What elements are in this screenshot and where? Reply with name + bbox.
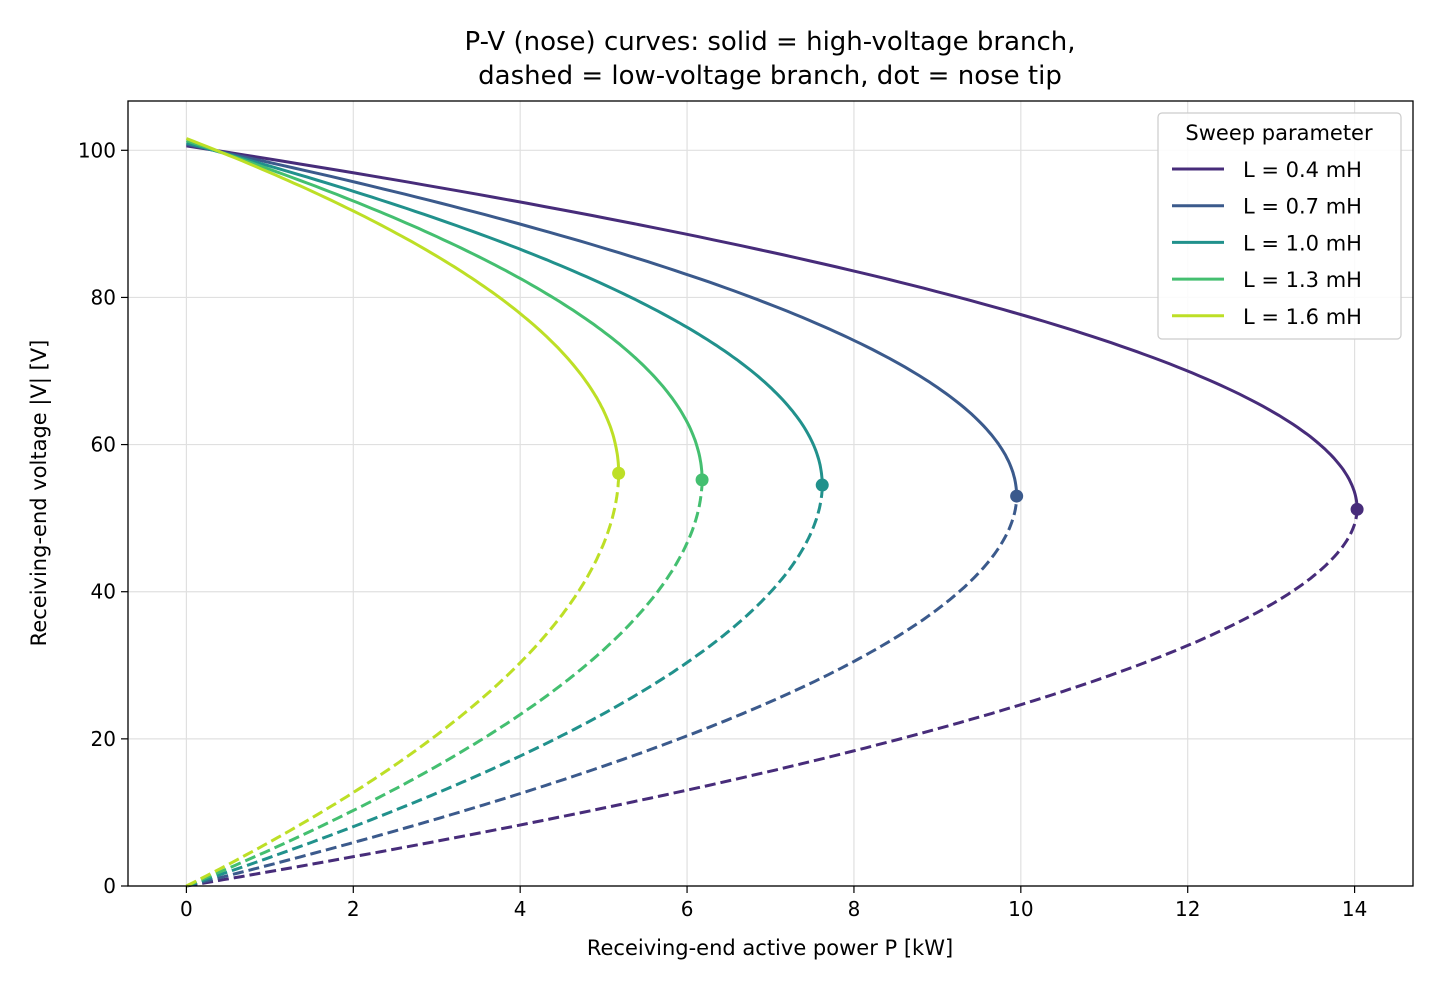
plot-series: [185, 137, 1364, 888]
legend-entry-label: L = 1.3 mH: [1243, 268, 1362, 292]
nose-tip-point: [1350, 502, 1364, 516]
y-tick-label: 0: [103, 874, 116, 898]
series-low-voltage-branch: [185, 479, 704, 888]
series-low-voltage-branch: [186, 509, 1359, 888]
legend-entry-label: L = 0.4 mH: [1243, 158, 1362, 182]
series-low-voltage-branch: [185, 485, 824, 888]
nose-tip-point: [612, 466, 626, 480]
series-high-voltage-branch: [185, 137, 621, 474]
nose-tip-point: [1010, 489, 1024, 503]
y-tick-label: 40: [91, 580, 116, 604]
x-tick-label: 10: [1008, 897, 1033, 921]
y-tick-label: 80: [91, 285, 116, 309]
x-tick-label: 14: [1342, 897, 1367, 921]
legend-entry-label: L = 1.6 mH: [1243, 305, 1362, 329]
series-low-voltage-branch: [186, 496, 1019, 888]
y-tick-label: 20: [91, 727, 116, 751]
x-tick-label: 8: [848, 897, 861, 921]
plot-frame: [127, 100, 1414, 887]
legend-entry-label: L = 0.7 mH: [1243, 195, 1362, 219]
y-tick-label: 100: [78, 138, 116, 162]
legend-title: Sweep parameter: [1185, 121, 1373, 145]
x-tick-label: 6: [681, 897, 694, 921]
x-tick-label: 4: [514, 897, 527, 921]
x-tick-label: 12: [1175, 897, 1200, 921]
axis-ticks: 0 2 4 6 8 10 12 14 0 20 40 60 80 100: [78, 138, 1368, 921]
x-axis-label: Receiving-end active power P [kW]: [587, 936, 953, 960]
series-high-voltage-branch: [186, 141, 824, 485]
legend-entry-label: L = 1.0 mH: [1243, 231, 1362, 255]
series-high-voltage-branch: [186, 142, 1019, 497]
y-axis-label: Receiving-end voltage |V| [V]: [27, 340, 52, 647]
legend: Sweep parameter L = 0.4 mH L = 0.7 mH L = …: [1157, 112, 1402, 340]
y-tick-label: 60: [91, 433, 116, 457]
nose-tip-point: [695, 473, 709, 487]
series-high-voltage-branch: [186, 144, 1359, 510]
chart-subtitle: dashed = low-voltage branch, dot = nose …: [478, 61, 1062, 91]
x-tick-label: 2: [347, 897, 360, 921]
x-tick-label: 0: [180, 897, 193, 921]
chart-title: P-V (nose) curves: solid = high-voltage …: [464, 27, 1075, 57]
series-low-voltage-branch: [185, 473, 621, 888]
nose-tip-point: [815, 478, 829, 492]
series-high-voltage-branch: [185, 139, 704, 480]
